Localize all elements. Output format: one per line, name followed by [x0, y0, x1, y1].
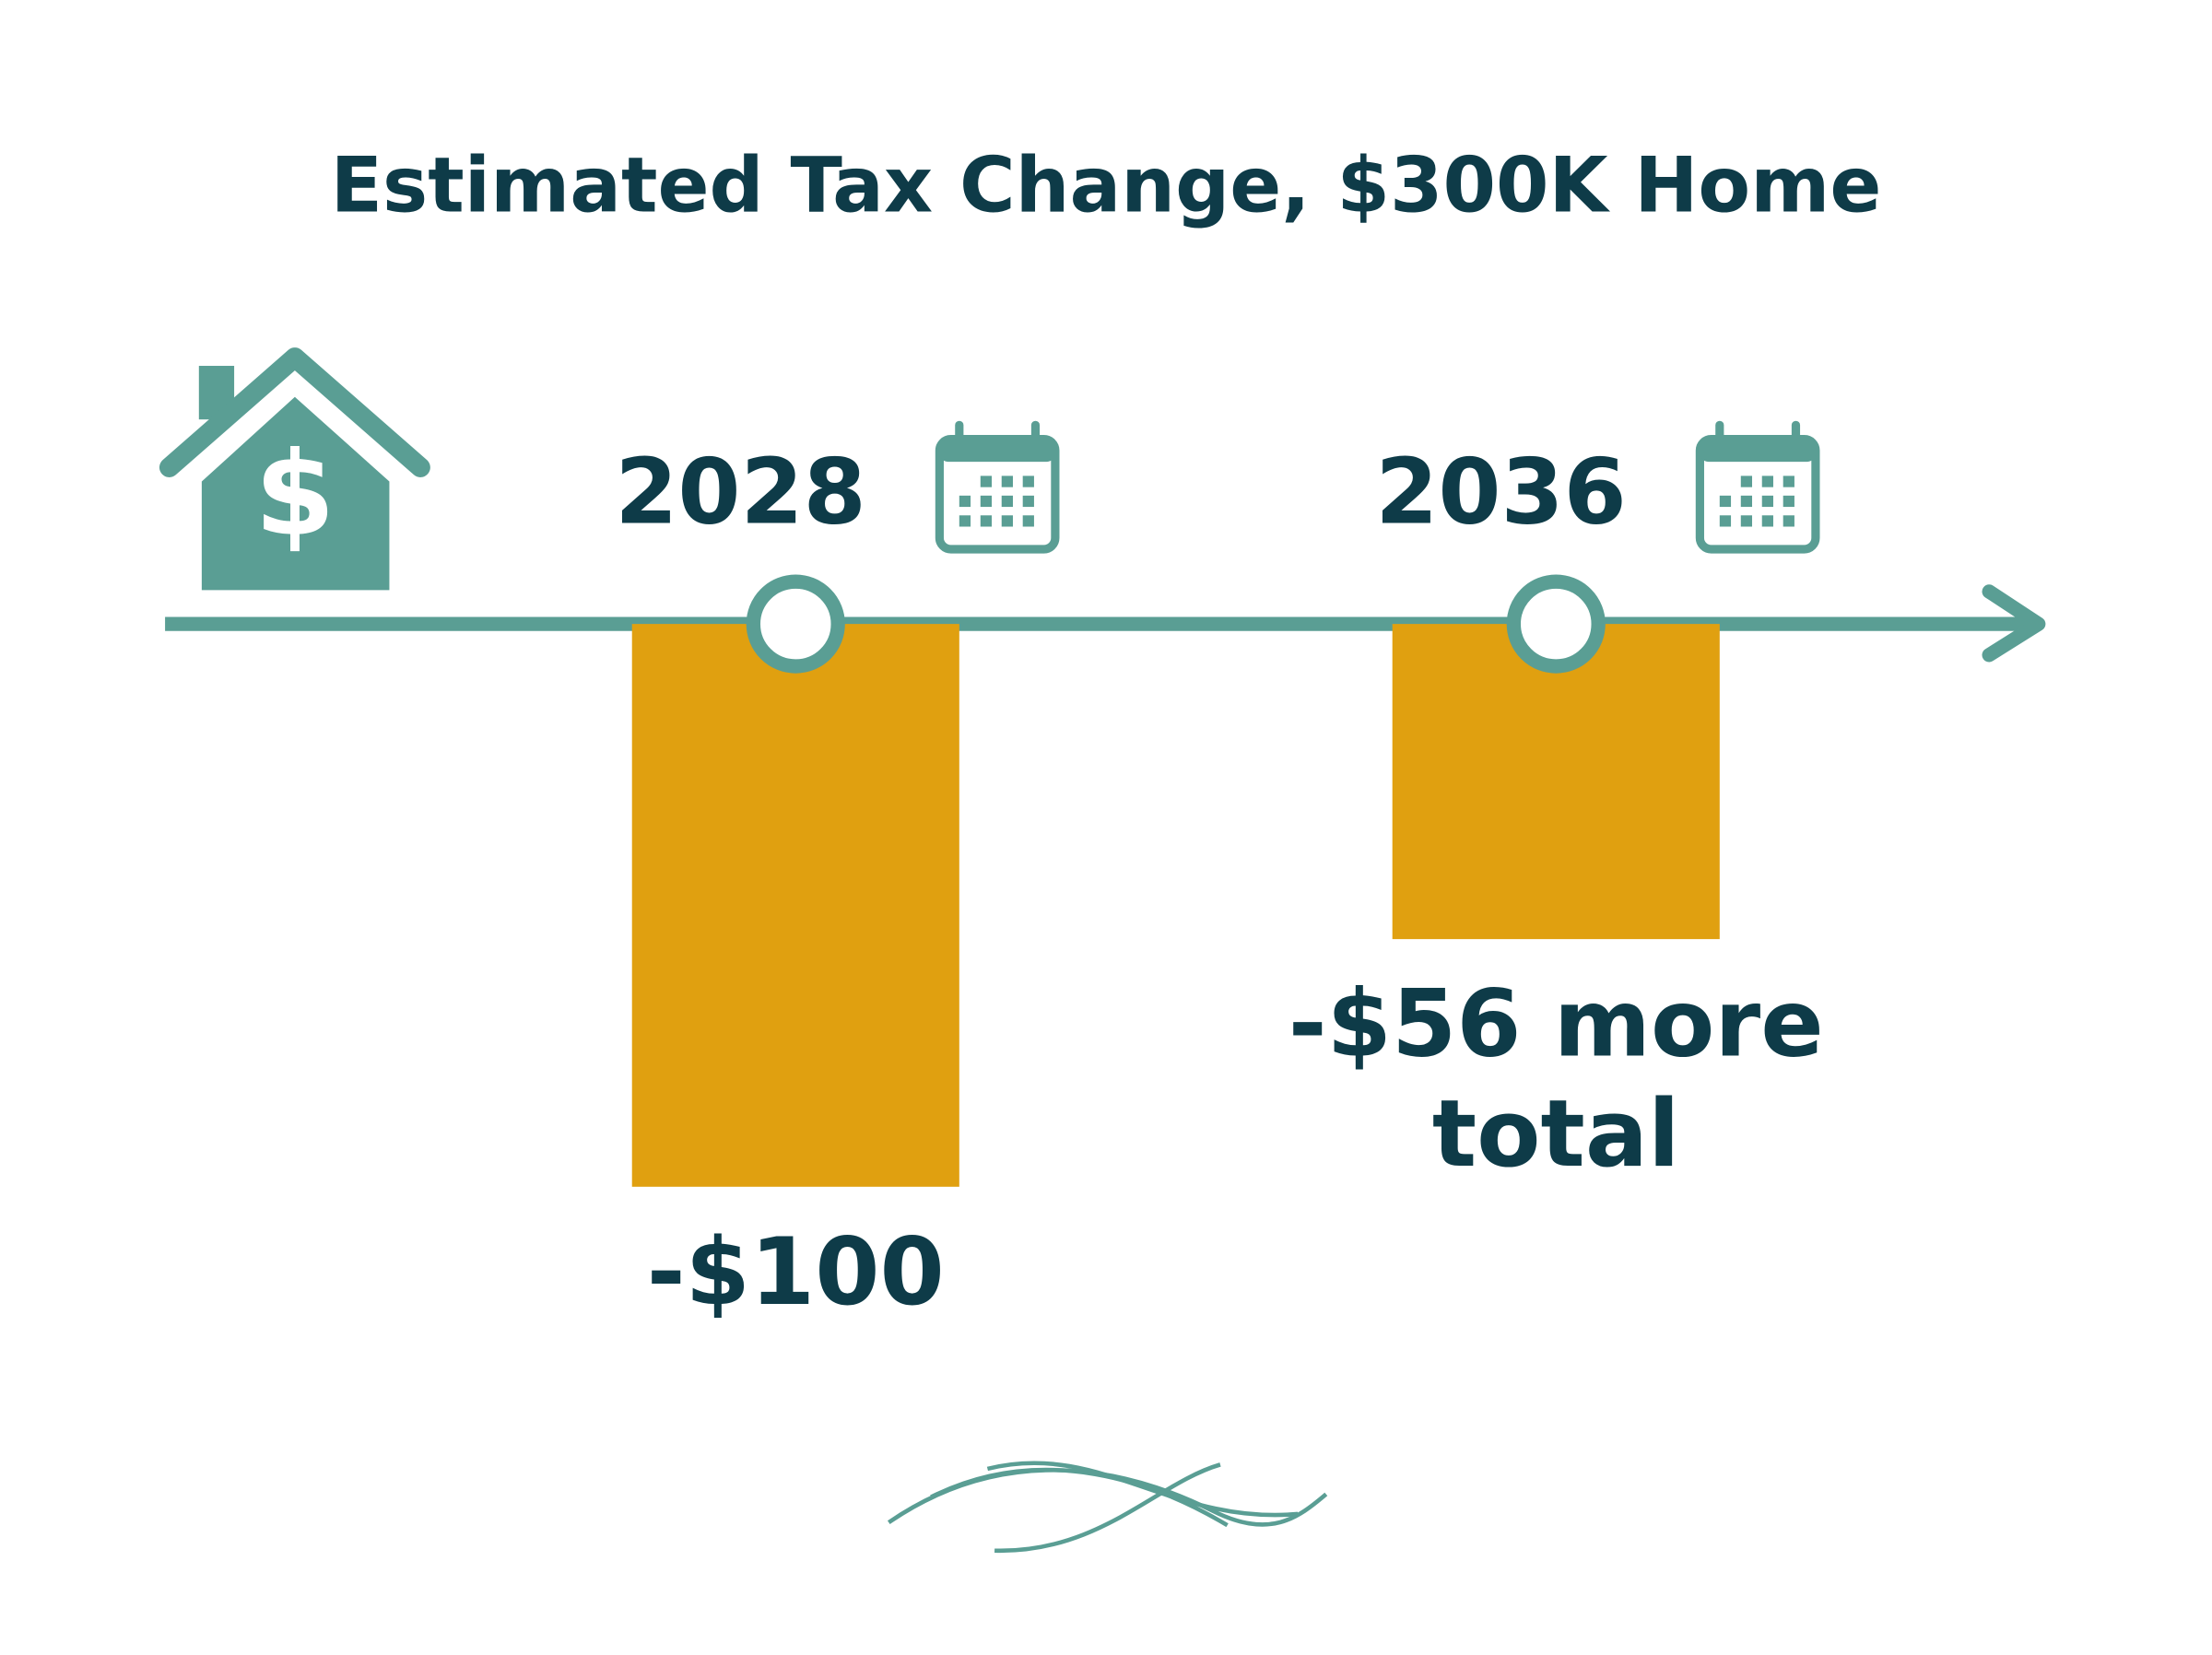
calendar-day	[1022, 495, 1034, 508]
calendar-day	[1740, 475, 1753, 487]
chart-title: Estimated Tax Change, $300K Home	[331, 142, 1882, 230]
bar	[1392, 624, 1720, 940]
house-icon: $	[159, 347, 430, 591]
calendar-day	[1740, 495, 1753, 508]
calendar-day	[1761, 475, 1773, 487]
svg-text:$: $	[254, 427, 335, 562]
calendar-day	[1001, 495, 1013, 508]
category-label: 2036	[1375, 440, 1627, 546]
calendar-icon	[935, 420, 1060, 554]
value-label-box: -$100	[646, 1217, 945, 1327]
calendar-day	[959, 515, 971, 527]
calendar-day	[1761, 495, 1773, 508]
calendar-day	[1719, 495, 1732, 508]
value-label: -$100	[646, 1217, 945, 1327]
calendar-day	[1740, 515, 1753, 527]
calendar-day	[1001, 515, 1013, 527]
wave-ornament	[887, 1461, 1328, 1554]
calendar-day	[980, 495, 993, 508]
timeline-marker	[746, 574, 845, 674]
calendar-day	[1783, 515, 1794, 527]
foreground: 2028 -$100 2036 -$56 more total	[615, 420, 1824, 1327]
calendar-day	[980, 475, 993, 487]
calendar-day	[1783, 475, 1794, 487]
calendar-header	[1700, 439, 1816, 463]
calendar-day	[1783, 495, 1794, 508]
calendar-icon	[1695, 420, 1820, 554]
calendar-header	[939, 439, 1055, 463]
calendar-day	[980, 515, 993, 527]
calendar-day	[959, 495, 971, 508]
value-label: -$56 more total	[1288, 969, 1824, 1190]
category-label: 2028	[615, 440, 866, 546]
bar	[631, 624, 959, 1187]
calendar-day	[1022, 475, 1034, 487]
bars	[631, 624, 1720, 1187]
calendar-day	[1761, 515, 1773, 527]
calendar-day	[1001, 475, 1013, 487]
axis-arrow	[1982, 584, 2046, 663]
value-label-box: -$56 more total	[1288, 969, 1824, 1190]
calendar-day	[1719, 515, 1732, 527]
timeline-marker	[1506, 574, 1606, 674]
calendar-day	[1022, 515, 1034, 527]
